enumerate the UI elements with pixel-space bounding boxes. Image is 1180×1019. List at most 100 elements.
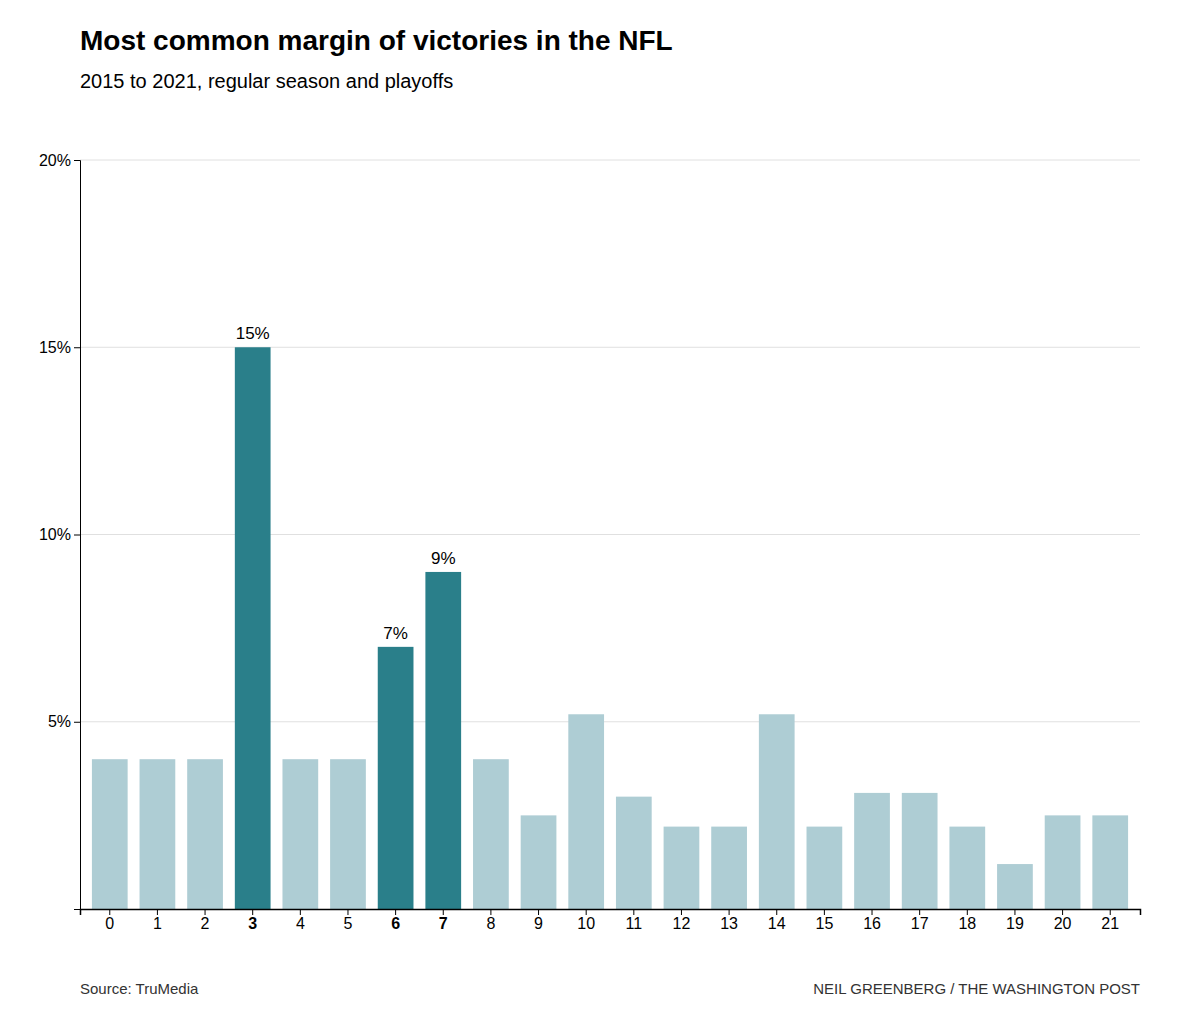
bar — [473, 759, 509, 909]
tick-label: 15% — [39, 339, 71, 356]
tick: 5% — [48, 713, 80, 730]
bar — [1092, 815, 1128, 909]
tick-label: 5 — [344, 915, 353, 932]
axis-line — [81, 910, 1141, 916]
bar — [997, 864, 1033, 909]
tick-mark — [300, 909, 301, 915]
tick: 16 — [863, 909, 881, 932]
tick: 3 — [248, 909, 257, 932]
plot: 5%10%15%20%01234567891011121314151617181… — [39, 152, 1141, 933]
tick-mark — [74, 535, 80, 536]
tick-mark — [1062, 909, 1063, 915]
x-axis: 0123456789101112131415161718192021 — [81, 909, 1141, 932]
tick-mark — [74, 160, 80, 161]
tick-mark — [824, 909, 825, 915]
tick-label: 10 — [577, 915, 595, 932]
tick-mark — [586, 909, 587, 915]
tick-label: 6 — [391, 915, 400, 932]
tick-mark — [1110, 909, 1111, 915]
tick-label: 2 — [201, 915, 210, 932]
bar — [711, 827, 747, 909]
tick: 19 — [1006, 909, 1024, 932]
tick-label: 18 — [958, 915, 976, 932]
tick: 15 — [815, 909, 833, 932]
tick: 8 — [486, 909, 495, 932]
bar — [378, 647, 414, 909]
tick-mark — [252, 909, 253, 915]
tick-label: 7 — [439, 915, 448, 932]
tick: 4 — [296, 909, 305, 932]
tick-label: 5% — [48, 713, 71, 730]
bar — [568, 714, 604, 909]
tick-label: 14 — [768, 915, 786, 932]
bar — [616, 797, 652, 909]
bar — [92, 759, 128, 909]
y-axis: 5% 10% 15% 20% — [39, 152, 81, 910]
tick: 20% — [39, 152, 80, 169]
bar — [521, 815, 557, 909]
bar — [854, 793, 890, 909]
tick-label: 19 — [1006, 915, 1024, 932]
tick: 5 — [344, 909, 353, 932]
tick-mark — [967, 909, 968, 915]
tick-mark — [347, 909, 348, 915]
bar — [140, 759, 176, 909]
tick-mark — [157, 909, 158, 915]
bar — [187, 759, 223, 909]
tick: 15% — [39, 339, 80, 356]
tick-mark — [109, 909, 110, 915]
tick: 9 — [534, 909, 543, 932]
tick-mark — [872, 909, 873, 915]
annotation: NEIL GREENBERG / THE WASHINGTON POST — [813, 980, 1140, 997]
tick: 21 — [1101, 909, 1119, 932]
tick: 12 — [673, 909, 691, 932]
bar — [807, 827, 843, 909]
bar — [1045, 815, 1081, 909]
title: Most common margin of victories in the N… — [80, 25, 673, 56]
bar — [425, 572, 461, 909]
bar — [949, 827, 985, 909]
tick-mark — [395, 909, 396, 915]
tick-label: 8 — [486, 915, 495, 932]
tick: 13 — [720, 909, 738, 932]
tick: 20 — [1054, 909, 1072, 932]
bar — [330, 759, 366, 909]
tick-mark — [490, 909, 491, 915]
tick-mark — [919, 909, 920, 915]
tick-label: 12 — [673, 915, 691, 932]
bars — [92, 347, 1128, 909]
tick: 2 — [201, 909, 210, 932]
tick-mark — [1014, 909, 1015, 915]
tick: 18 — [958, 909, 976, 932]
grid-line — [80, 160, 1140, 161]
tick: 1 — [153, 909, 162, 932]
annotation: Source: TruMedia — [80, 980, 199, 997]
tick-label: 20 — [1054, 915, 1072, 932]
bar — [282, 759, 318, 909]
tick-mark — [633, 909, 634, 915]
tick-label: 10% — [39, 526, 71, 543]
axis-line — [74, 161, 81, 910]
data-label: 7% — [383, 624, 408, 643]
tick: 0 — [105, 909, 114, 932]
tick-mark — [538, 909, 539, 915]
tick: 11 — [626, 909, 643, 932]
data-label: 15% — [236, 324, 270, 343]
chart: Most common margin of victories in the N… — [0, 0, 1180, 1019]
data-label: 9% — [431, 549, 456, 568]
tick-label: 0 — [105, 915, 114, 932]
tick: 6 — [391, 909, 400, 932]
tick-mark — [729, 909, 730, 915]
tick-mark — [776, 909, 777, 915]
tick-mark — [74, 722, 80, 723]
tick-mark — [74, 347, 80, 348]
bar — [759, 714, 795, 909]
tick-label: 3 — [248, 915, 257, 932]
tick-label: 15 — [815, 915, 833, 932]
bar — [235, 347, 271, 909]
tick: 7 — [439, 909, 448, 932]
tick-label: 17 — [911, 915, 929, 932]
tick-label: 4 — [296, 915, 305, 932]
data-labels: 15% 7% 9% — [236, 324, 456, 643]
tick: 14 — [768, 909, 786, 932]
